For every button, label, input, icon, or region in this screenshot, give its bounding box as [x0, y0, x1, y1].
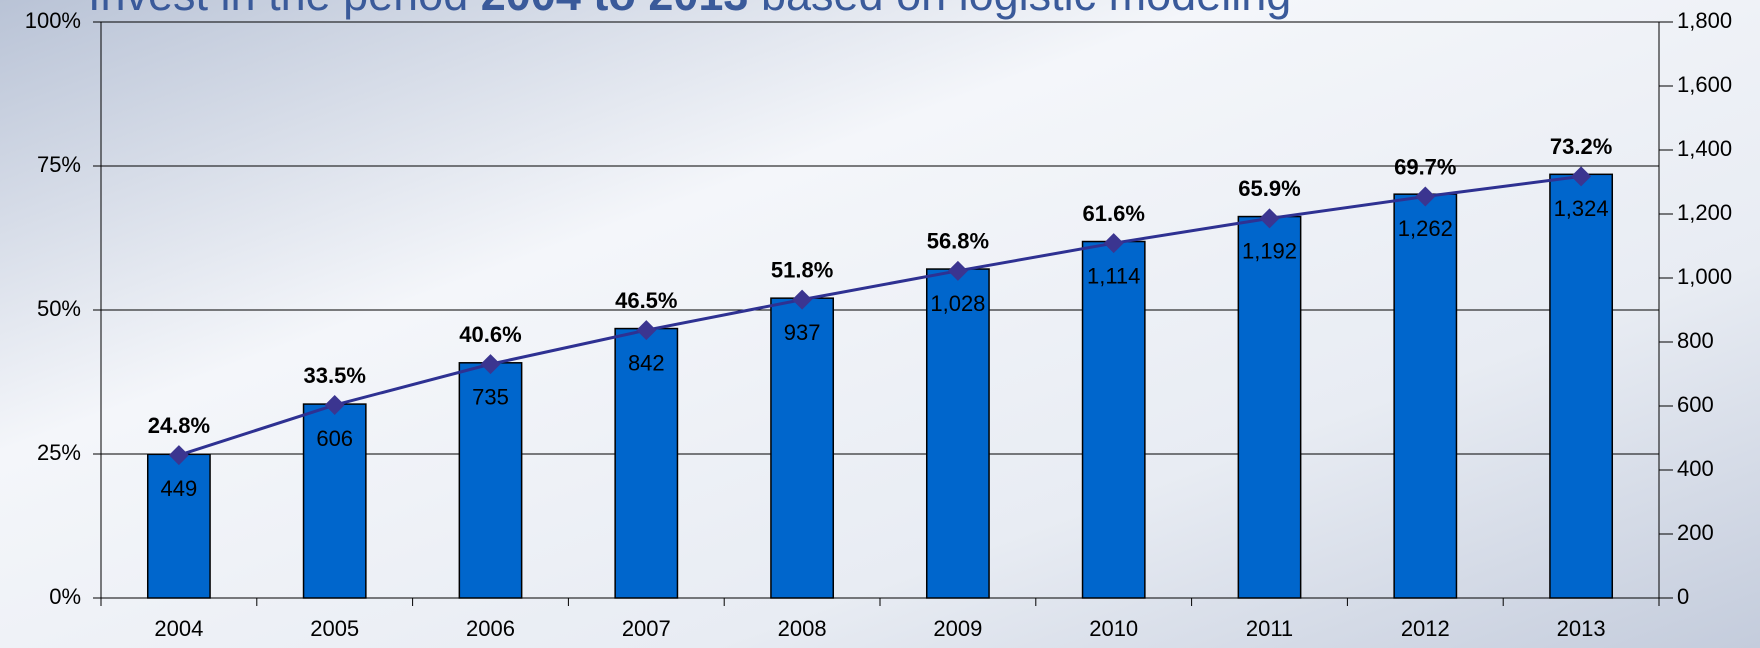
x-tick-label: 2011: [1246, 616, 1293, 641]
x-tick-label: 2010: [1089, 616, 1138, 641]
y2-tick-label: 600: [1677, 392, 1714, 417]
y-tick-label: 0%: [49, 584, 81, 609]
y2-tick-label: 1,600: [1677, 72, 1732, 97]
bar-value-label: 1,324: [1554, 196, 1609, 221]
point-value-label: 51.8%: [771, 257, 833, 282]
point-value-label: 24.8%: [148, 413, 210, 438]
y2-tick-label: 1,200: [1677, 200, 1732, 225]
marker: [1259, 208, 1280, 229]
point-value-label: 69.7%: [1394, 154, 1456, 179]
point-value-label: 73.2%: [1550, 134, 1612, 159]
bar-value-label: 842: [628, 350, 665, 375]
x-tick-label: 2006: [466, 616, 515, 641]
bar-value-label: 937: [784, 320, 821, 345]
bar: [925, 268, 990, 599]
bar: [302, 403, 367, 599]
x-tick-label: 2005: [310, 616, 359, 641]
point-value-label: 56.8%: [927, 229, 989, 254]
bar-value-label: 606: [316, 426, 353, 451]
line: [178, 174, 1582, 457]
bar-value-label: 1,262: [1398, 216, 1453, 241]
y2-tick-label: 400: [1677, 456, 1714, 481]
x-tick-label: 2012: [1401, 616, 1450, 641]
bar: [1393, 193, 1458, 599]
marker: [1571, 166, 1592, 187]
y2-tick-label: 800: [1677, 328, 1714, 353]
bar-value-label: 1,192: [1242, 238, 1297, 263]
title-part: Invest in the period: [88, 0, 481, 20]
marker: [1415, 186, 1436, 207]
x-tick-label: 2013: [1557, 616, 1606, 641]
y-tick-label: 25%: [37, 440, 81, 465]
y2-tick-label: 1,800: [1677, 8, 1732, 33]
bar: [1237, 215, 1302, 599]
point-value-label: 40.6%: [459, 322, 521, 347]
chart-title: Invest in the period 2004 to 2013 based …: [88, 0, 1291, 20]
x-tick-label: 2008: [778, 616, 827, 641]
marker: [480, 354, 501, 375]
marker: [947, 260, 968, 281]
y2-tick-label: 0: [1677, 584, 1689, 609]
bar: [146, 453, 211, 599]
point-value-label: 33.5%: [304, 363, 366, 388]
title-part: based on logistic modeling: [748, 0, 1291, 20]
y-tick-label: 50%: [37, 296, 81, 321]
marker: [324, 395, 345, 416]
bar: [458, 362, 523, 599]
bar-value-label: 1,114: [1087, 263, 1140, 288]
marker: [792, 289, 813, 310]
point-value-label: 46.5%: [615, 288, 677, 313]
marker: [636, 320, 657, 341]
y-tick-label: 75%: [37, 152, 81, 177]
bar: [1081, 240, 1146, 599]
marker: [168, 445, 189, 466]
x-tick-label: 2007: [622, 616, 671, 641]
title-part: 2004 to 2013: [481, 0, 749, 20]
x-tick-label: 2009: [933, 616, 982, 641]
x-tick-label: 2004: [154, 616, 203, 641]
marker: [1103, 233, 1124, 254]
bar: [770, 297, 835, 599]
y2-tick-label: 1,000: [1677, 264, 1732, 289]
bar-value-label: 1,028: [930, 291, 985, 316]
bar: [614, 327, 679, 599]
y2-tick-label: 1,400: [1677, 136, 1732, 161]
bar-value-label: 735: [472, 385, 509, 410]
bar: [1549, 173, 1614, 599]
y-tick-label: 100%: [25, 8, 81, 33]
y2-tick-label: 200: [1677, 520, 1714, 545]
point-value-label: 65.9%: [1238, 176, 1300, 201]
point-value-label: 61.6%: [1083, 201, 1145, 226]
bar-value-label: 449: [161, 476, 198, 501]
